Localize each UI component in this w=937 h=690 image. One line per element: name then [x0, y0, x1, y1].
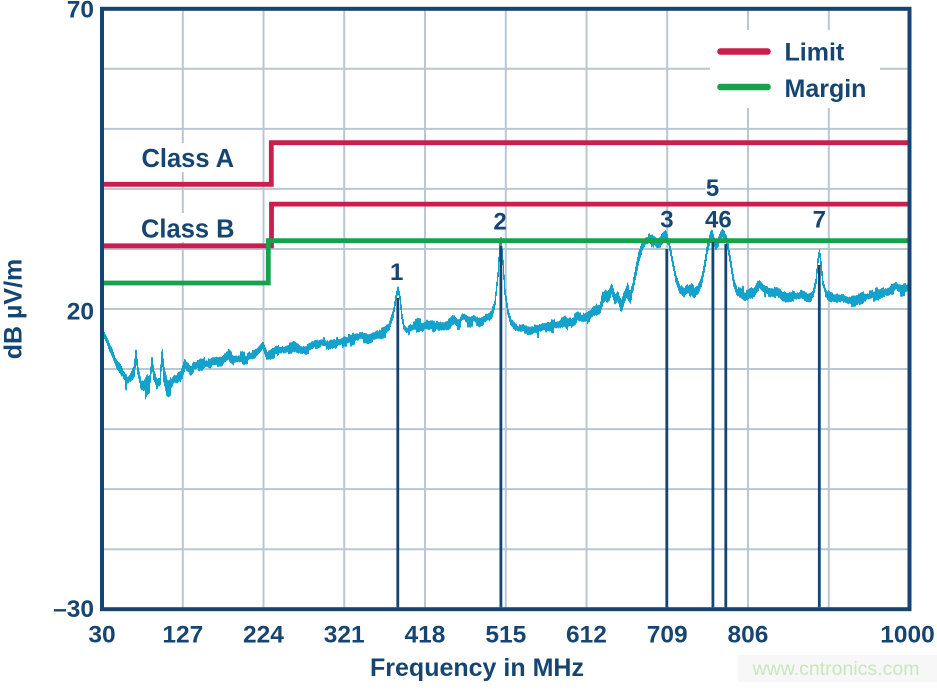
svg-text:46: 46: [705, 207, 732, 234]
svg-text:2: 2: [493, 209, 506, 236]
svg-text:127: 127: [162, 622, 203, 649]
svg-text:1000: 1000: [880, 622, 935, 649]
svg-text:Class A: Class A: [141, 145, 234, 173]
svg-text:Class B: Class B: [141, 215, 235, 243]
svg-text:1: 1: [390, 259, 403, 286]
svg-text:5: 5: [706, 175, 719, 202]
svg-text:70: 70: [67, 0, 94, 23]
svg-text:709: 709: [647, 622, 688, 649]
svg-text:–30: –30: [53, 596, 94, 623]
svg-text:20: 20: [67, 299, 94, 326]
svg-text:dB µV/m: dB µV/m: [0, 259, 28, 360]
svg-text:418: 418: [405, 622, 446, 649]
svg-text:7: 7: [813, 207, 826, 234]
svg-text:515: 515: [485, 622, 526, 649]
svg-text:612: 612: [566, 622, 607, 649]
svg-text:Limit: Limit: [785, 39, 845, 67]
svg-text:3: 3: [660, 207, 673, 234]
svg-text:www.cntronics.com: www.cntronics.com: [752, 658, 920, 680]
svg-text:Frequency in MHz: Frequency in MHz: [370, 654, 584, 682]
svg-text:321: 321: [324, 622, 365, 649]
svg-text:224: 224: [243, 622, 284, 649]
svg-text:806: 806: [728, 622, 769, 649]
svg-text:Margin: Margin: [785, 75, 867, 103]
svg-text:30: 30: [88, 622, 115, 649]
